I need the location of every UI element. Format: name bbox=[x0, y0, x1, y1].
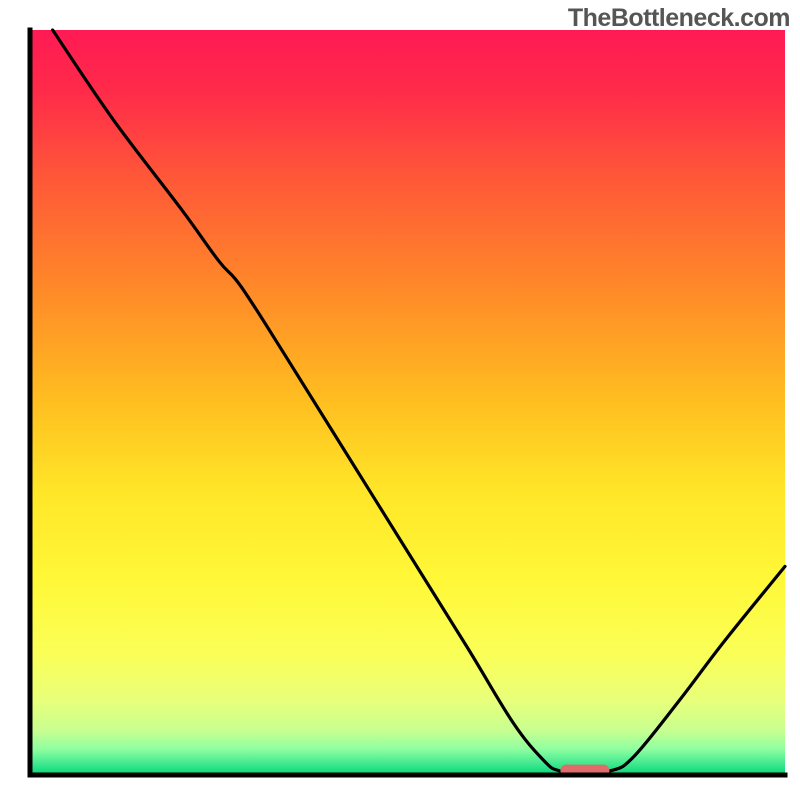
chart-svg bbox=[0, 0, 800, 800]
bottleneck-chart: TheBottleneck.com bbox=[0, 0, 800, 800]
watermark-text: TheBottleneck.com bbox=[568, 4, 790, 33]
plot-background bbox=[30, 30, 785, 775]
